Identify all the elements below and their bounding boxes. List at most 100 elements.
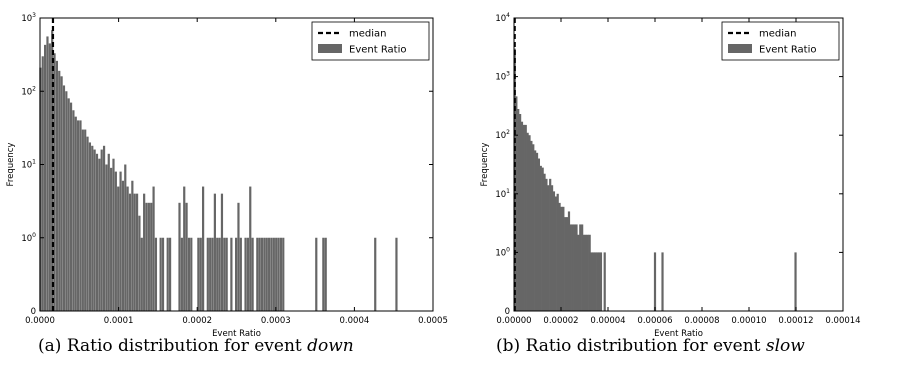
- bar: [166, 237, 169, 311]
- bar: [550, 185, 554, 311]
- bar: [60, 76, 63, 311]
- x-axis-label: Event Ratio: [654, 329, 703, 339]
- bar: [577, 234, 580, 311]
- bar: [575, 224, 578, 311]
- bar: [225, 237, 228, 311]
- bar: [159, 237, 162, 311]
- x-tick-label: 0.00008: [684, 316, 719, 326]
- bar: [590, 252, 593, 311]
- bar: [239, 237, 242, 311]
- bar: [275, 237, 278, 311]
- bar: [209, 237, 212, 311]
- bar: [582, 234, 586, 311]
- bar: [794, 252, 797, 311]
- bar: [584, 234, 588, 311]
- bar: [69, 102, 73, 311]
- bar: [202, 186, 205, 311]
- bar: [277, 237, 280, 311]
- bar: [547, 185, 550, 311]
- bar: [315, 237, 318, 311]
- bar: [517, 109, 520, 311]
- bar: [374, 237, 377, 311]
- bar: [558, 202, 561, 311]
- bar: [322, 237, 325, 311]
- bar: [534, 150, 537, 311]
- bar: [230, 237, 233, 311]
- bar: [539, 165, 542, 311]
- y-tick-label: 102: [495, 129, 510, 141]
- caption-a: (a) Ratio distribution for event down: [38, 336, 354, 356]
- bar: [86, 136, 89, 311]
- y-axis-label: Frequency: [6, 143, 16, 187]
- bar: [573, 224, 576, 311]
- bar: [541, 167, 544, 311]
- bar: [244, 237, 247, 311]
- bar: [246, 237, 249, 311]
- legend-label: median: [759, 29, 797, 40]
- bar: [515, 96, 518, 311]
- bar: [147, 202, 150, 311]
- bar: [324, 237, 327, 311]
- bar: [72, 110, 75, 312]
- bar: [588, 234, 591, 311]
- bar: [107, 153, 110, 311]
- x-axis-label: Event Ratio: [212, 329, 261, 339]
- x-tick-label: 0.0002: [182, 316, 212, 326]
- bar: [220, 193, 224, 311]
- bar: [138, 215, 141, 311]
- bar: [41, 56, 44, 311]
- bar: [528, 135, 531, 311]
- legend-label: Event Ratio: [349, 45, 407, 56]
- bar: [65, 91, 68, 311]
- bar: [661, 252, 664, 311]
- bar: [102, 145, 106, 311]
- bar: [272, 237, 275, 311]
- x-tick-label: 0.00002: [543, 316, 578, 326]
- bar: [256, 237, 259, 311]
- bar: [53, 53, 56, 312]
- chart-panel-b: 0.00000 0.00002 0.00004 0.00006 0.00008 0.000…: [480, 12, 861, 339]
- bar: [270, 237, 273, 311]
- bar: [55, 60, 58, 311]
- bar: [586, 234, 589, 311]
- bar: [67, 98, 70, 311]
- bar: [95, 153, 99, 311]
- bar: [537, 158, 541, 311]
- bar: [581, 224, 584, 311]
- legend-bar-swatch: [318, 44, 342, 53]
- bar: [564, 217, 567, 311]
- legend: median Event Ratio: [721, 21, 840, 61]
- bar: [279, 237, 283, 311]
- bar: [206, 237, 209, 311]
- bar: [519, 114, 522, 311]
- x-tick-label: 0.0000: [25, 316, 55, 326]
- caption-a-event: down: [307, 336, 354, 356]
- bar: [282, 237, 285, 311]
- bar: [140, 237, 143, 311]
- bar: [183, 186, 186, 311]
- bar: [552, 191, 556, 311]
- legend-label: Event Ratio: [759, 45, 817, 56]
- bar: [218, 237, 221, 311]
- bar: [152, 186, 155, 311]
- bar: [522, 124, 525, 311]
- caption-a-label: (a): [38, 336, 62, 356]
- bar: [44, 44, 47, 311]
- bar: [223, 237, 226, 311]
- caption-b-label: (b): [496, 336, 521, 356]
- bar: [592, 252, 595, 311]
- x-tick-label: 0.00006: [637, 316, 672, 326]
- bar: [154, 237, 158, 311]
- bar: [211, 237, 214, 311]
- bar: [48, 43, 51, 312]
- bar: [216, 237, 219, 311]
- bar: [114, 171, 117, 311]
- bar: [178, 202, 181, 311]
- bar: [81, 129, 84, 311]
- caption-b-text: Ratio distribution for event: [525, 336, 761, 356]
- x-tick-label: 0.0004: [340, 316, 370, 326]
- bar: [112, 158, 115, 311]
- bar: [571, 224, 574, 311]
- legend: median Event Ratio: [311, 21, 430, 61]
- bar: [566, 217, 569, 311]
